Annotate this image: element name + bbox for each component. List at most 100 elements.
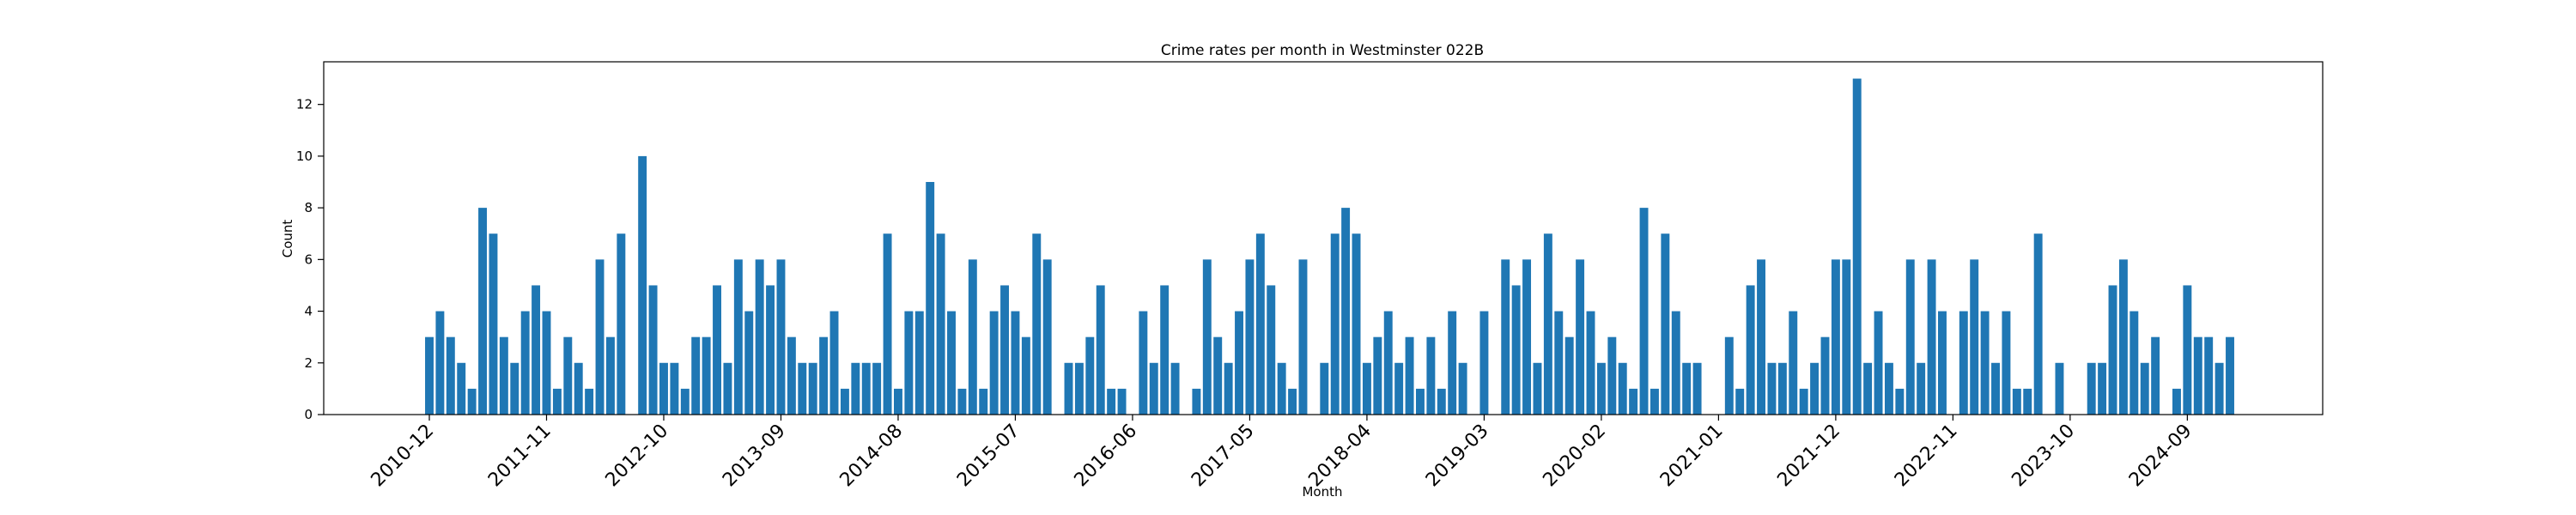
- bar: [1277, 362, 1286, 415]
- bar: [1724, 336, 1734, 415]
- bar: [1255, 233, 1265, 415]
- bar: [638, 155, 647, 415]
- bar: [2140, 362, 2149, 415]
- bar: [744, 311, 754, 415]
- bar: [1405, 336, 1414, 415]
- bar: [489, 233, 498, 415]
- x-tick-label: 2010-12: [368, 421, 439, 492]
- bar: [1267, 285, 1276, 415]
- bar: [1107, 388, 1116, 415]
- bar: [691, 336, 701, 415]
- x-tick-label: 2020-02: [1539, 421, 1610, 492]
- bar: [957, 388, 967, 415]
- bar: [1192, 388, 1201, 415]
- bar: [574, 362, 583, 415]
- bar: [1458, 362, 1467, 415]
- bar: [1362, 362, 1371, 415]
- x-axis-label: Month: [1302, 484, 1342, 500]
- bar: [1852, 78, 1862, 415]
- bar: [894, 388, 902, 415]
- bar: [1767, 362, 1777, 415]
- bar: [872, 362, 882, 415]
- bar: [1959, 311, 1968, 415]
- bar: [1618, 362, 1627, 415]
- bar: [1554, 311, 1564, 415]
- bar: [840, 388, 849, 415]
- bar: [1224, 362, 1233, 415]
- bar: [1511, 285, 1521, 415]
- bar: [680, 388, 690, 415]
- bar: [435, 311, 445, 415]
- bar: [2215, 362, 2224, 415]
- x-axis: 2010-12 2011-11 2012-10 2013-09 2014-08 2015-…: [368, 415, 2196, 491]
- bar: [1533, 362, 1542, 415]
- bar: [2183, 285, 2192, 415]
- bar: [2129, 311, 2139, 415]
- x-tick-label: 2015-07: [953, 421, 1024, 492]
- chart-title: Crime rates per month in Westminster 022…: [1161, 42, 1484, 59]
- bar: [467, 388, 477, 415]
- bar: [1139, 311, 1148, 415]
- bar: [723, 362, 732, 415]
- x-tick-label: 2017-05: [1188, 421, 1259, 492]
- bar: [947, 311, 956, 415]
- bar: [1661, 233, 1670, 415]
- x-tick-label: 2012-10: [602, 421, 673, 492]
- x-tick-label: 2021-12: [1773, 421, 1844, 492]
- bar: [1011, 311, 1020, 415]
- bar: [1692, 362, 1702, 415]
- bar: [733, 259, 743, 415]
- bar: [1884, 362, 1893, 415]
- bar: [989, 311, 999, 415]
- bar: [605, 336, 615, 415]
- bars-group: [425, 78, 2234, 415]
- bar: [1564, 336, 1574, 415]
- bar: [542, 311, 551, 415]
- x-tick-label: 2013-09: [719, 421, 790, 492]
- bar: [1639, 208, 1649, 415]
- bar: [499, 336, 508, 415]
- bar: [861, 362, 871, 415]
- bar: [914, 311, 924, 415]
- x-tick-label: 2024-09: [2125, 421, 2196, 492]
- bar: [829, 311, 839, 415]
- bar: [585, 388, 594, 415]
- bar: [1799, 388, 1808, 415]
- bar: [819, 336, 829, 415]
- bar: [1522, 259, 1532, 415]
- bar: [1383, 311, 1393, 415]
- bar: [1842, 259, 1851, 415]
- bar: [1064, 362, 1073, 415]
- bar: [1160, 285, 1170, 415]
- bar: [1938, 311, 1947, 415]
- bar: [1245, 259, 1255, 415]
- bar: [1917, 362, 1926, 415]
- bar: [595, 259, 605, 415]
- bar: [552, 388, 562, 415]
- bar: [1757, 259, 1765, 415]
- y-tick-label: 4: [304, 304, 313, 319]
- bar: [1416, 388, 1425, 415]
- bar: [1789, 311, 1798, 415]
- bar: [936, 233, 945, 415]
- x-tick-label: 2023-10: [2008, 421, 2079, 492]
- y-axis-label: Count: [280, 220, 295, 258]
- bar: [1905, 259, 1915, 415]
- y-tick-label: 6: [304, 251, 313, 267]
- bar: [2023, 388, 2032, 415]
- bar: [1596, 362, 1606, 415]
- bar: [2204, 336, 2214, 415]
- bar: [520, 311, 530, 415]
- bar: [1576, 259, 1585, 415]
- bar: [1298, 259, 1308, 415]
- bar: [851, 362, 860, 415]
- bar: [1682, 362, 1692, 415]
- bar: [1607, 336, 1617, 415]
- x-tick-label: 2016-06: [1071, 421, 1142, 492]
- bar: [1096, 285, 1105, 415]
- bar: [1991, 362, 2000, 415]
- y-tick-label: 12: [296, 97, 313, 112]
- bar: [1671, 311, 1680, 415]
- bar: [1213, 336, 1223, 415]
- bar: [2012, 388, 2021, 415]
